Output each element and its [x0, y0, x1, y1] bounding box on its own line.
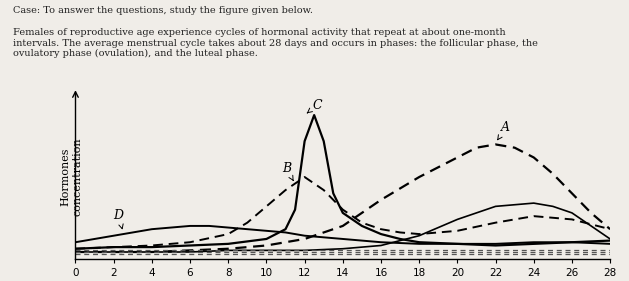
Text: C: C — [307, 99, 322, 113]
Text: B: B — [282, 162, 293, 180]
Text: D: D — [114, 209, 124, 229]
Y-axis label: Hormones
concentration: Hormones concentration — [60, 138, 82, 216]
Text: A: A — [498, 121, 510, 140]
Text: Females of reproductive age experience cycles of hormonal activity that repeat a: Females of reproductive age experience c… — [13, 28, 537, 58]
Text: Case: To answer the questions, study the figure given below.: Case: To answer the questions, study the… — [13, 6, 313, 15]
